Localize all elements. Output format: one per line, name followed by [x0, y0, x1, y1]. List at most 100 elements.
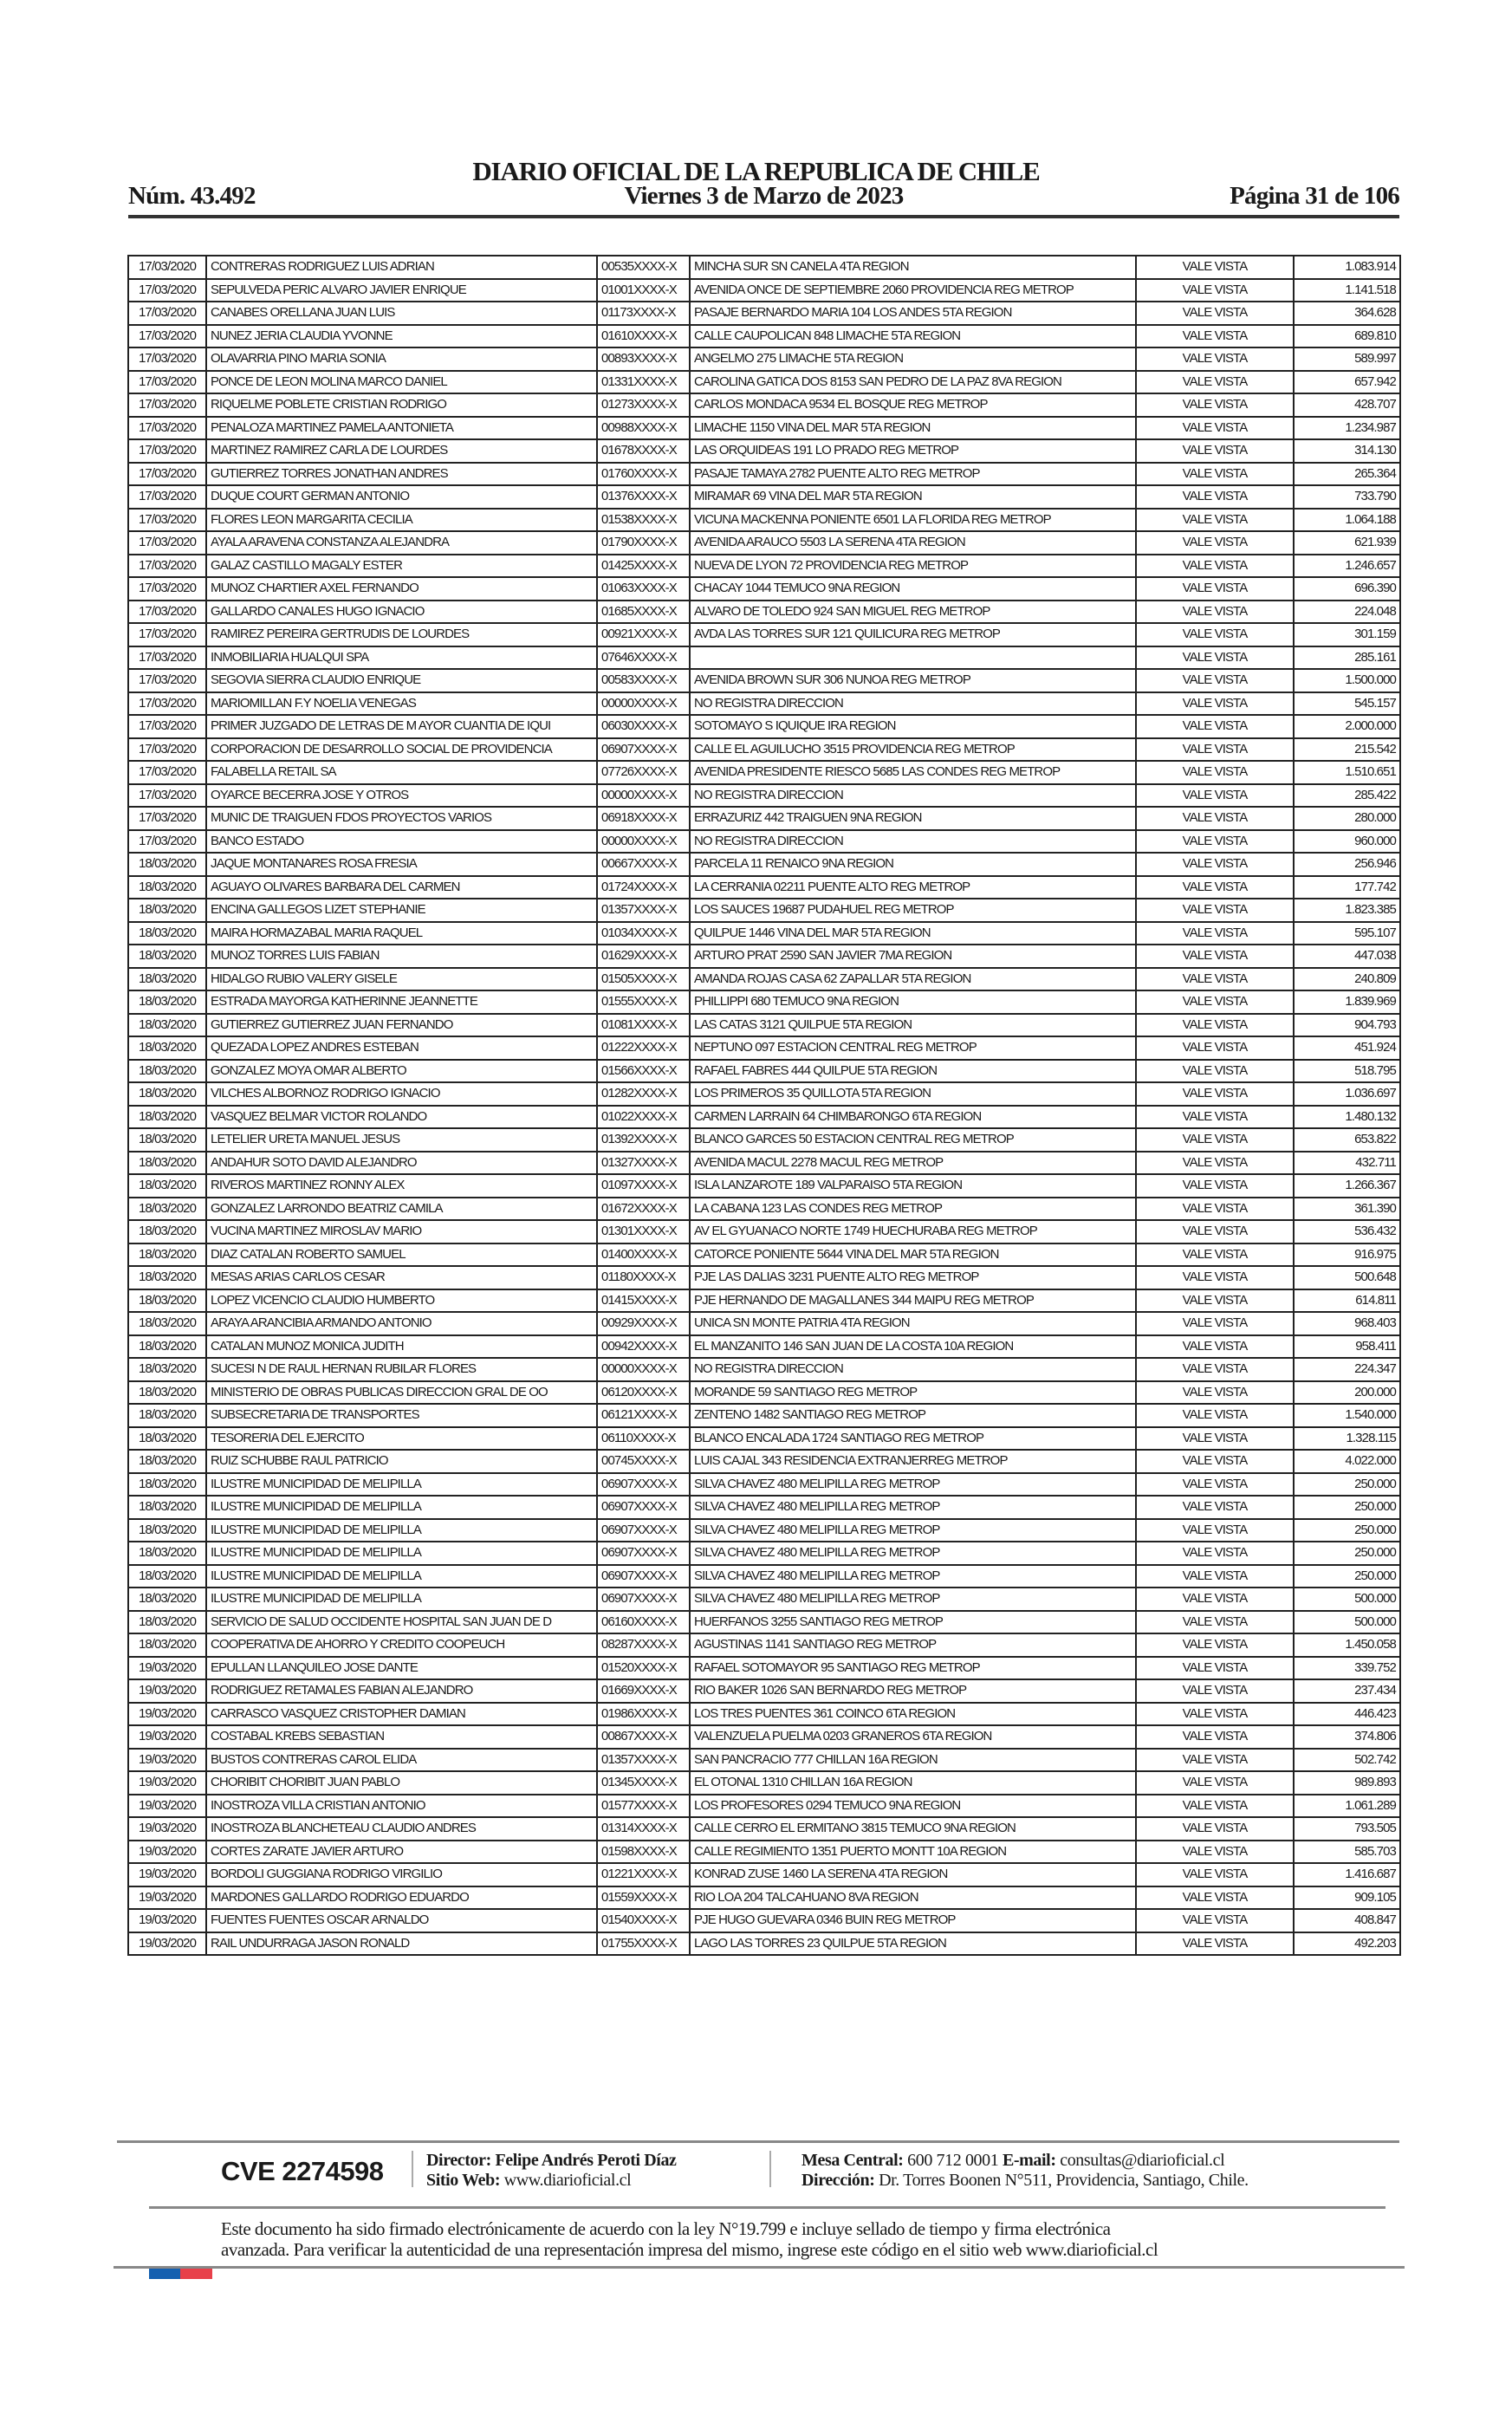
amount-cell: 1.266.367 [1293, 1173, 1401, 1198]
table-row: 18/03/2020 ILUSTRE MUNICIPIDAD DE MELIPIL… [127, 1517, 1401, 1542]
amount-cell: 447.038 [1293, 944, 1401, 969]
id-cell: 01505XXXX-X [596, 966, 691, 991]
name-cell: MUNOZ CHARTIER AXEL FERNANDO [205, 576, 598, 601]
payment-type-cell: VALE VISTA [1135, 1931, 1295, 1956]
date-cell: 17/03/2020 [127, 645, 207, 670]
payment-type-cell: VALE VISTA [1135, 599, 1295, 624]
address-cell: CATORCE PONIENTE 5644 VINA DEL MAR 5TA R… [689, 1242, 1137, 1267]
amount-cell: 215.542 [1293, 737, 1401, 762]
id-cell: 00000XXXX-X [596, 782, 691, 808]
payment-type-cell: VALE VISTA [1135, 1425, 1295, 1451]
date-cell: 17/03/2020 [127, 323, 207, 348]
id-cell: 06121XXXX-X [596, 1403, 691, 1428]
legal-line: Este documento ha sido firmado electróni… [221, 2218, 1111, 2239]
name-cell: INMOBILIARIA HUALQUI SPA [205, 645, 598, 670]
name-cell: DIAZ CATALAN ROBERTO SAMUEL [205, 1242, 598, 1267]
date-cell: 18/03/2020 [127, 1471, 207, 1497]
payment-type-cell: VALE VISTA [1135, 1150, 1295, 1175]
address-cell: NEPTUNO 097 ESTACION CENTRAL REG METROP [689, 1036, 1137, 1061]
amount-cell: 451.924 [1293, 1036, 1401, 1061]
payment-type-cell: VALE VISTA [1135, 507, 1295, 532]
amount-cell: 408.847 [1293, 1908, 1401, 1933]
table-row: 18/03/2020 VUCINA MARTINEZ MIROSLAV MARIO… [127, 1219, 1401, 1244]
amount-cell: 339.752 [1293, 1655, 1401, 1680]
address-cell: CALLE REGIMIENTO 1351 PUERTO MONTT 10A R… [689, 1839, 1137, 1864]
table-row: 17/03/2020 INMOBILIARIA HUALQUI SPA 07646X… [127, 645, 1401, 670]
id-cell: 01221XXXX-X [596, 1862, 691, 1887]
website-link[interactable]: www.diarioficial.cl [503, 2171, 632, 2190]
date-cell: 17/03/2020 [127, 507, 207, 532]
id-cell: 01790XXXX-X [596, 530, 691, 555]
date-cell: 17/03/2020 [127, 828, 207, 854]
footer-mid-divider [149, 2206, 1385, 2209]
address-cell: ALVARO DE TOLEDO 924 SAN MIGUEL REG METR… [689, 599, 1137, 624]
date-cell: 17/03/2020 [127, 347, 207, 372]
address-cell: MORANDE 59 SANTIAGO REG METROP [689, 1380, 1137, 1405]
date-cell: 18/03/2020 [127, 1012, 207, 1037]
table-row: 19/03/2020 RODRIGUEZ RETAMALES FABIAN ALE… [127, 1679, 1401, 1704]
id-cell: 01345XXXX-X [596, 1770, 691, 1795]
amount-cell: 500.648 [1293, 1265, 1401, 1290]
table-row: 18/03/2020 ENCINA GALLEGOS LIZET STEPHANI… [127, 898, 1401, 923]
address-cell: EL OTONAL 1310 CHILLAN 16A REGION [689, 1770, 1137, 1795]
date-cell: 18/03/2020 [127, 1425, 207, 1451]
issue-number: Núm. 43.492 [128, 182, 256, 210]
table-row: 18/03/2020 ARAYA ARANCIBIA ARMANDO ANTONI… [127, 1311, 1401, 1336]
date-cell: 18/03/2020 [127, 1495, 207, 1520]
amount-cell: 909.105 [1293, 1885, 1401, 1910]
id-cell: 00535XXXX-X [596, 255, 691, 280]
id-cell: 01173XXXX-X [596, 301, 691, 326]
date-cell: 18/03/2020 [127, 852, 207, 877]
address-cell: SAN PANCRACIO 777 CHILLAN 16A REGION [689, 1747, 1137, 1772]
id-cell: 06907XXXX-X [596, 1517, 691, 1542]
address-cell: LOS PRIMEROS 35 QUILLOTA 5TA REGION [689, 1081, 1137, 1107]
id-cell: 06030XXXX-X [596, 714, 691, 739]
table-row: 18/03/2020 GUTIERREZ GUTIERREZ JUAN FERNA… [127, 1012, 1401, 1037]
address-cell: NO REGISTRA DIRECCION [689, 691, 1137, 716]
address-cell: VICUNA MACKENNA PONIENTE 6501 LA FLORIDA… [689, 507, 1137, 532]
address-cell: ZENTENO 1482 SANTIAGO REG METROP [689, 1403, 1137, 1428]
id-cell: 01598XXXX-X [596, 1839, 691, 1864]
email-link[interactable]: consultas@diarioficial.cl [1060, 2151, 1225, 2170]
address-cell: LAS CATAS 3121 QUILPUE 5TA REGION [689, 1012, 1137, 1037]
id-cell: 01669XXXX-X [596, 1679, 691, 1704]
id-cell: 01314XXXX-X [596, 1816, 691, 1841]
id-cell: 01063XXXX-X [596, 576, 691, 601]
date-cell: 19/03/2020 [127, 1747, 207, 1772]
payment-type-cell: VALE VISTA [1135, 668, 1295, 693]
address-cell: SOTOMAYO S IQUIQUE IRA REGION [689, 714, 1137, 739]
date-cell: 19/03/2020 [127, 1655, 207, 1680]
id-cell: 01081XXXX-X [596, 1012, 691, 1037]
name-cell: SERVICIO DE SALUD OCCIDENTE HOSPITAL SAN… [205, 1609, 598, 1634]
name-cell: ILUSTRE MUNICIPIDAD DE MELIPILLA [205, 1495, 598, 1520]
table-row: 17/03/2020 SEPULVEDA PERIC ALVARO JAVIER … [127, 277, 1401, 302]
payment-type-cell: VALE VISTA [1135, 1770, 1295, 1795]
payment-type-cell: VALE VISTA [1135, 1058, 1295, 1083]
table-row: 18/03/2020 LOPEZ VICENCIO CLAUDIO HUMBERT… [127, 1288, 1401, 1313]
payment-type-cell: VALE VISTA [1135, 1242, 1295, 1267]
address-cell: UNICA SN MONTE PATRIA 4TA REGION [689, 1311, 1137, 1336]
amount-cell: 265.364 [1293, 461, 1401, 486]
name-cell: MARIOMILLAN F.Y NOELIA VENEGAS [205, 691, 598, 716]
header-divider [128, 215, 1399, 218]
payment-type-cell: VALE VISTA [1135, 760, 1295, 785]
amount-cell: 1.083.914 [1293, 255, 1401, 280]
id-cell: 00667XXXX-X [596, 852, 691, 877]
date-cell: 18/03/2020 [127, 1081, 207, 1107]
amount-cell: 657.942 [1293, 369, 1401, 394]
id-cell: 01301XXXX-X [596, 1219, 691, 1244]
amount-cell: 1.234.987 [1293, 415, 1401, 440]
name-cell: RAMIREZ PEREIRA GERTRUDIS DE LOURDES [205, 622, 598, 647]
address: Dr. Torres Boonen N°511, Providencia, Sa… [879, 2171, 1249, 2190]
amount-cell: 500.000 [1293, 1587, 1401, 1612]
id-cell: 01538XXXX-X [596, 507, 691, 532]
table-row: 18/03/2020 MUNOZ TORRES LUIS FABIAN 01629X… [127, 944, 1401, 969]
payment-type-cell: VALE VISTA [1135, 1655, 1295, 1680]
table-row: 17/03/2020 SEGOVIA SIERRA CLAUDIO ENRIQUE… [127, 668, 1401, 693]
table-row: 18/03/2020 DIAZ CATALAN ROBERTO SAMUEL 014… [127, 1242, 1401, 1267]
date-cell: 18/03/2020 [127, 1609, 207, 1634]
amount-cell: 968.403 [1293, 1311, 1401, 1336]
name-cell: PENALOZA MARTINEZ PAMELA ANTONIETA [205, 415, 598, 440]
date-cell: 19/03/2020 [127, 1679, 207, 1704]
payment-type-cell: VALE VISTA [1135, 1196, 1295, 1221]
